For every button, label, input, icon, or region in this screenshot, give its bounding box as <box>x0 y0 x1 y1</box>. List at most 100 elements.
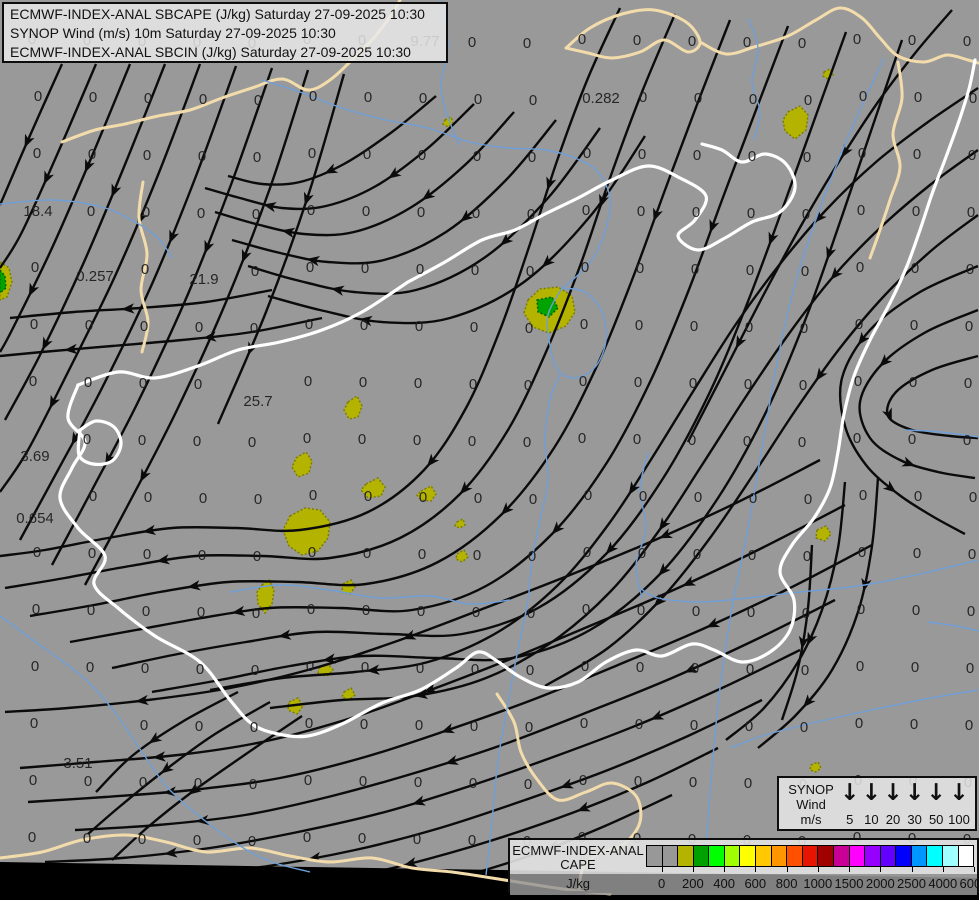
wind-arrowhead <box>160 761 174 774</box>
sbcin-value: 0 <box>859 487 867 504</box>
sbcin-value: 0 <box>582 601 590 618</box>
sbcin-value: 0 <box>966 261 974 278</box>
cape-tick <box>880 867 882 872</box>
cape-tick <box>817 867 819 872</box>
sbcin-value: 0 <box>88 545 96 562</box>
wind-arrowhead <box>387 166 402 179</box>
sbcin-value: 0 <box>691 660 699 677</box>
sbcin-value: 0 <box>358 431 366 448</box>
sbcin-value: 0 <box>308 145 316 162</box>
cape-tick <box>755 867 757 872</box>
streamline <box>50 67 274 566</box>
cape-color-cell <box>942 846 959 866</box>
synop-legend-title: SYNOP Wind m/s <box>783 780 839 827</box>
sbcin-value: 0 <box>248 833 256 850</box>
wind-arrowhead <box>121 303 135 314</box>
cape-patch <box>282 507 331 556</box>
sbcin-value: 0 <box>308 544 316 561</box>
streamline <box>87 700 271 835</box>
sbcin-value: 0 <box>634 773 642 790</box>
sbcin-value: 0 <box>527 206 535 223</box>
streamline <box>227 95 437 186</box>
sbcin-value: 0 <box>583 145 591 162</box>
streamline <box>247 127 601 295</box>
sbcin-value: 0 <box>634 374 642 391</box>
sbcin-value: 0 <box>969 489 977 506</box>
sbcin-value: 0 <box>913 545 921 562</box>
cape-color-cell <box>802 846 819 866</box>
sbcin-value: 0 <box>688 33 696 50</box>
sbcin-value: 0 <box>199 490 207 507</box>
wind-arrowhead <box>658 528 673 539</box>
cape-colorbar <box>646 845 974 867</box>
sbcin-value: 0 <box>29 373 37 390</box>
sbcin-value: 0 <box>637 203 645 220</box>
sbcin-value: 0 <box>968 147 976 164</box>
cape-unit-label: J/kg <box>566 876 590 891</box>
wind-arrowhead <box>650 709 665 720</box>
sbcin-value: 0 <box>911 260 919 277</box>
sbcin-value: 0 <box>688 432 696 449</box>
country-border-tan <box>137 180 150 354</box>
wind-arrowhead <box>195 814 210 826</box>
cape-color-cell <box>771 846 788 866</box>
sbcin-value: 0 <box>689 774 697 791</box>
sbcin-value: 0 <box>908 32 916 49</box>
cape-tick-label: 0 <box>657 876 666 891</box>
synop-label: SYNOP <box>788 782 834 797</box>
sbcin-value: 0 <box>912 602 920 619</box>
sbcin-value: 0 <box>858 145 866 162</box>
sbcin-value: 0 <box>417 204 425 221</box>
sbcin-value-special: 0.282 <box>582 90 620 107</box>
sbcin-value: 0 <box>196 661 204 678</box>
sbcin-value: 0 <box>581 259 589 276</box>
wind-speed-item: ↓ 5 <box>840 780 859 827</box>
wind-speed-value: 50 <box>928 812 944 827</box>
wind-arrowhead <box>441 723 456 734</box>
wind-arrowhead <box>71 431 83 446</box>
sbcin-value: 0 <box>966 660 974 677</box>
wind-arrowhead <box>277 629 292 640</box>
river <box>635 451 649 599</box>
cape-legend-param: CAPE <box>560 857 596 872</box>
sbcin-value: 0 <box>88 146 96 163</box>
wind-arrowhead <box>857 331 870 346</box>
wind-arrowhead <box>303 191 314 206</box>
sbcin-value: 0 <box>913 146 921 163</box>
sbcin-value: 0 <box>358 830 366 847</box>
cape-tick <box>974 867 975 872</box>
sbcin-value: 0 <box>141 261 149 278</box>
river <box>261 79 612 289</box>
wind-speed-item: ↓ 20 <box>883 780 902 827</box>
sbcin-value: 0 <box>633 431 641 448</box>
sbcin-value: 0 <box>87 602 95 619</box>
wind-arrowhead <box>204 239 215 254</box>
cape-tick-label: 2000 <box>865 876 895 891</box>
cape-color-cell <box>724 846 741 866</box>
wind-arrowhead <box>653 593 667 607</box>
wind-arrowhead <box>148 731 163 744</box>
sbcin-value: 0 <box>83 431 91 448</box>
sbcin-value: 0 <box>855 316 863 333</box>
wind-arrowhead <box>24 133 35 148</box>
sbcin-value: 0 <box>194 775 202 792</box>
wind-speed-value: 30 <box>907 812 922 827</box>
sbcin-value: 0 <box>359 773 367 790</box>
cape-tick <box>692 867 694 872</box>
cape-patch-core <box>536 296 559 318</box>
wind-arrowhead <box>188 782 202 795</box>
sbcin-value: 0 <box>419 489 427 506</box>
cape-patch <box>291 450 313 478</box>
sbcin-value: 0 <box>418 147 426 164</box>
sbcin-value: 0 <box>197 205 205 222</box>
cape-patch <box>341 686 356 701</box>
sbcin-value: 0 <box>416 261 424 278</box>
sbcin-value: 0 <box>963 33 971 50</box>
cape-color-cell <box>927 846 943 866</box>
sbcin-value: 0 <box>693 546 701 563</box>
wind-arrowhead <box>541 254 555 268</box>
sbcin-value: 0 <box>309 487 317 504</box>
river <box>639 559 979 603</box>
sbcin-value: 0 <box>85 317 93 334</box>
